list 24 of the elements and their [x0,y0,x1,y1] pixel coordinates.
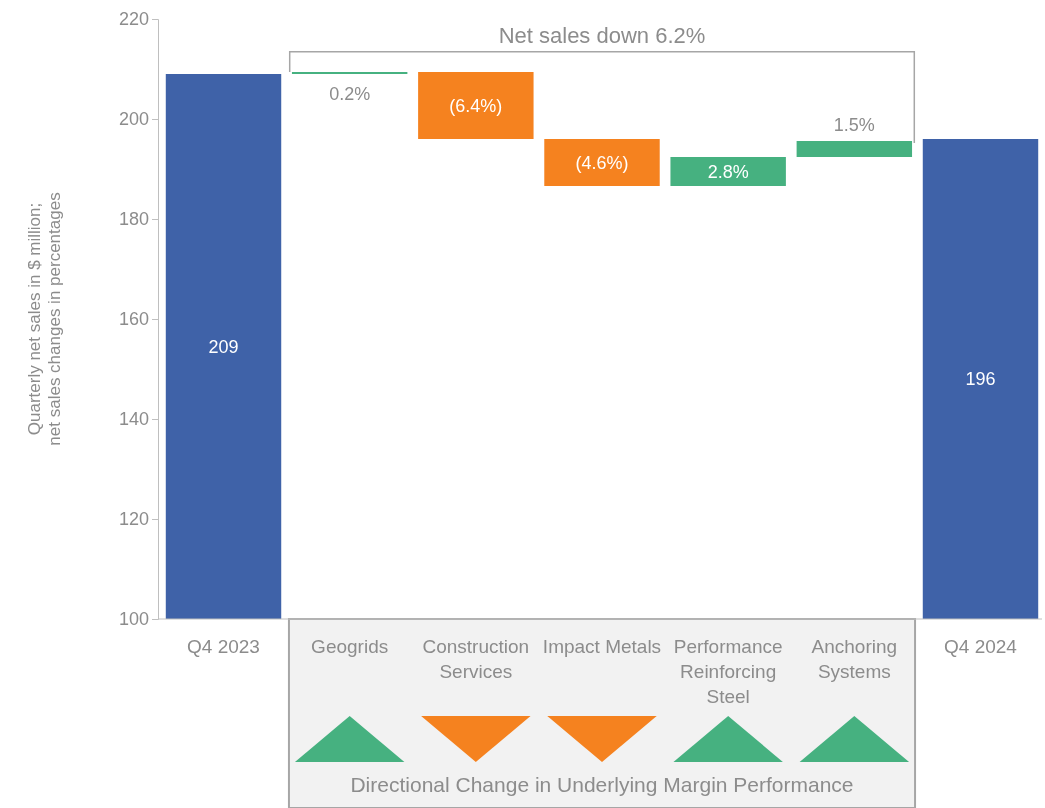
x-tick-label: Impact Metals [542,636,662,657]
x-tick-label: Construction Services [422,636,530,682]
data-label: 196 [965,369,996,390]
annotation: (6.4%) [449,95,503,116]
annotation: (4.6%) [575,152,629,173]
y-tick-label: 160 [118,309,149,330]
annotation: Net sales down 6.2% [498,23,706,48]
text: Directional Change in Underlying Margin Performance [350,773,854,796]
data-label: 209 [208,336,239,357]
y-tick-label: 180 [118,209,149,230]
annotation: 2.8% [707,161,749,182]
x-tick-label: Geogrids [311,636,389,657]
x-tick-label: Q4 2024 [944,636,1018,657]
x-tick-label: Q4 2023 [187,636,260,657]
y-tick-label: 120 [118,509,149,530]
y-tick-label: 200 [118,109,149,130]
x-tick-label: Anchoring Systems [811,636,898,682]
annotation: 1.5% [833,115,875,136]
y-axis-title: Quarterly net sales in $ million; net sales changes in percentages [25,192,64,446]
y-tick-label: 140 [118,409,149,430]
x-tick-label: Performance Reinforcing Steel [673,636,783,707]
y-tick-label: 100 [118,609,149,630]
annotation: 0.2% [329,84,371,105]
y-tick-label: 220 [118,9,149,30]
